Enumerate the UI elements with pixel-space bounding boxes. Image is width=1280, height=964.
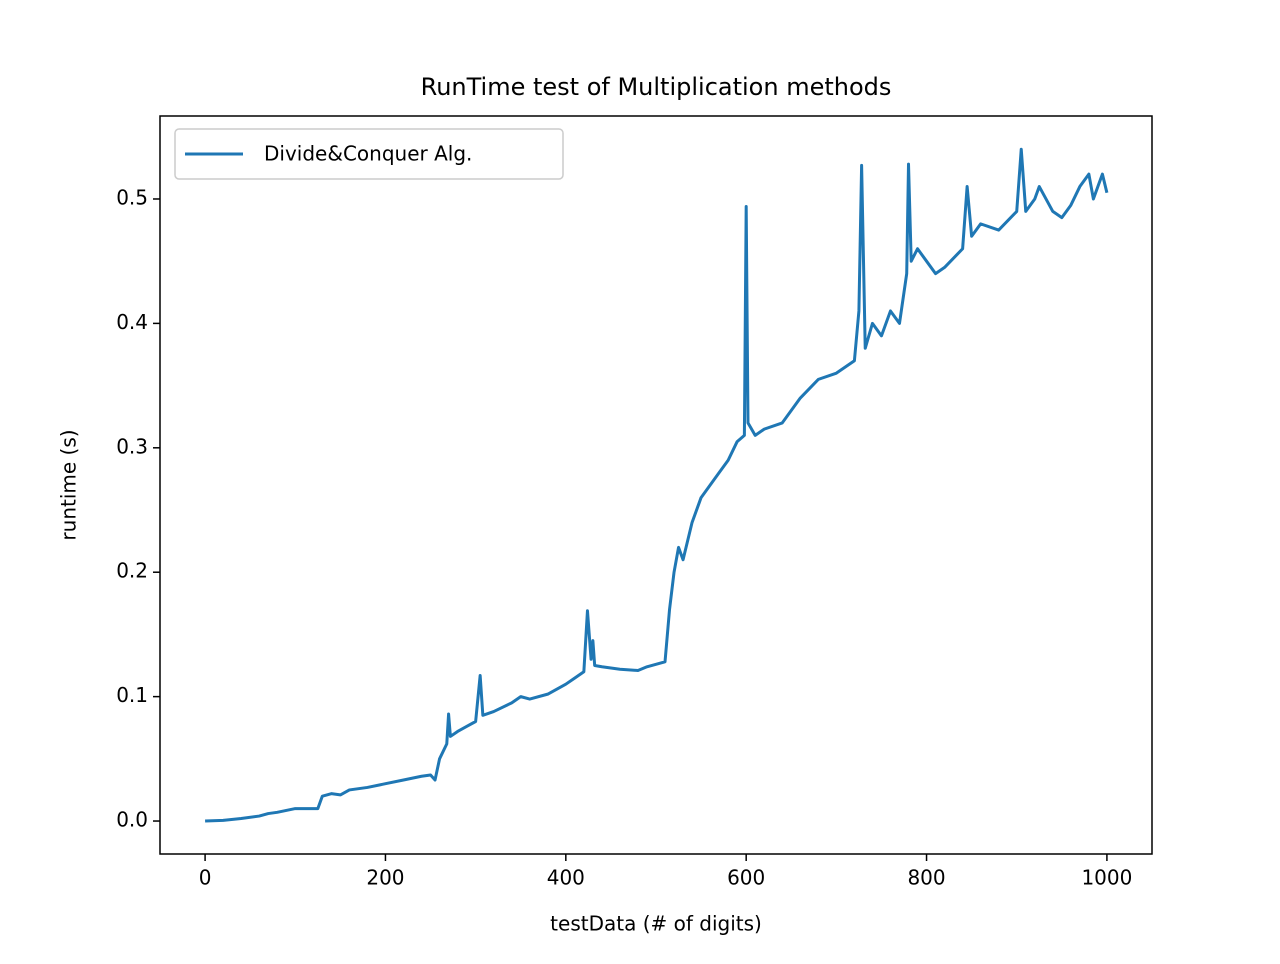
x-tick-label: 400 (547, 866, 585, 890)
x-tick-label: 200 (366, 866, 404, 890)
data-line (205, 147, 1109, 823)
chart-title: RunTime test of Multiplication methods (421, 73, 892, 101)
x-tick-label: 800 (907, 866, 945, 890)
x-tick-label: 600 (727, 866, 765, 890)
x-tick-label: 1000 (1081, 866, 1132, 890)
x-tick-label: 0 (199, 866, 212, 890)
y-axis-label: runtime (s) (57, 429, 81, 540)
y-tick-label: 0.4 (116, 310, 148, 334)
y-tick-label: 0.3 (116, 434, 148, 458)
x-axis-label: testData (# of digits) (550, 912, 762, 936)
y-tick-label: 0.1 (116, 683, 148, 707)
legend-label: Divide&Conquer Alg. (264, 142, 472, 166)
y-tick-label: 0.2 (116, 559, 148, 583)
legend-box (174, 128, 564, 180)
plot-frame (159, 115, 1153, 855)
y-tick-label: 0.5 (116, 185, 148, 209)
y-tick-label: 0.0 (116, 808, 148, 832)
